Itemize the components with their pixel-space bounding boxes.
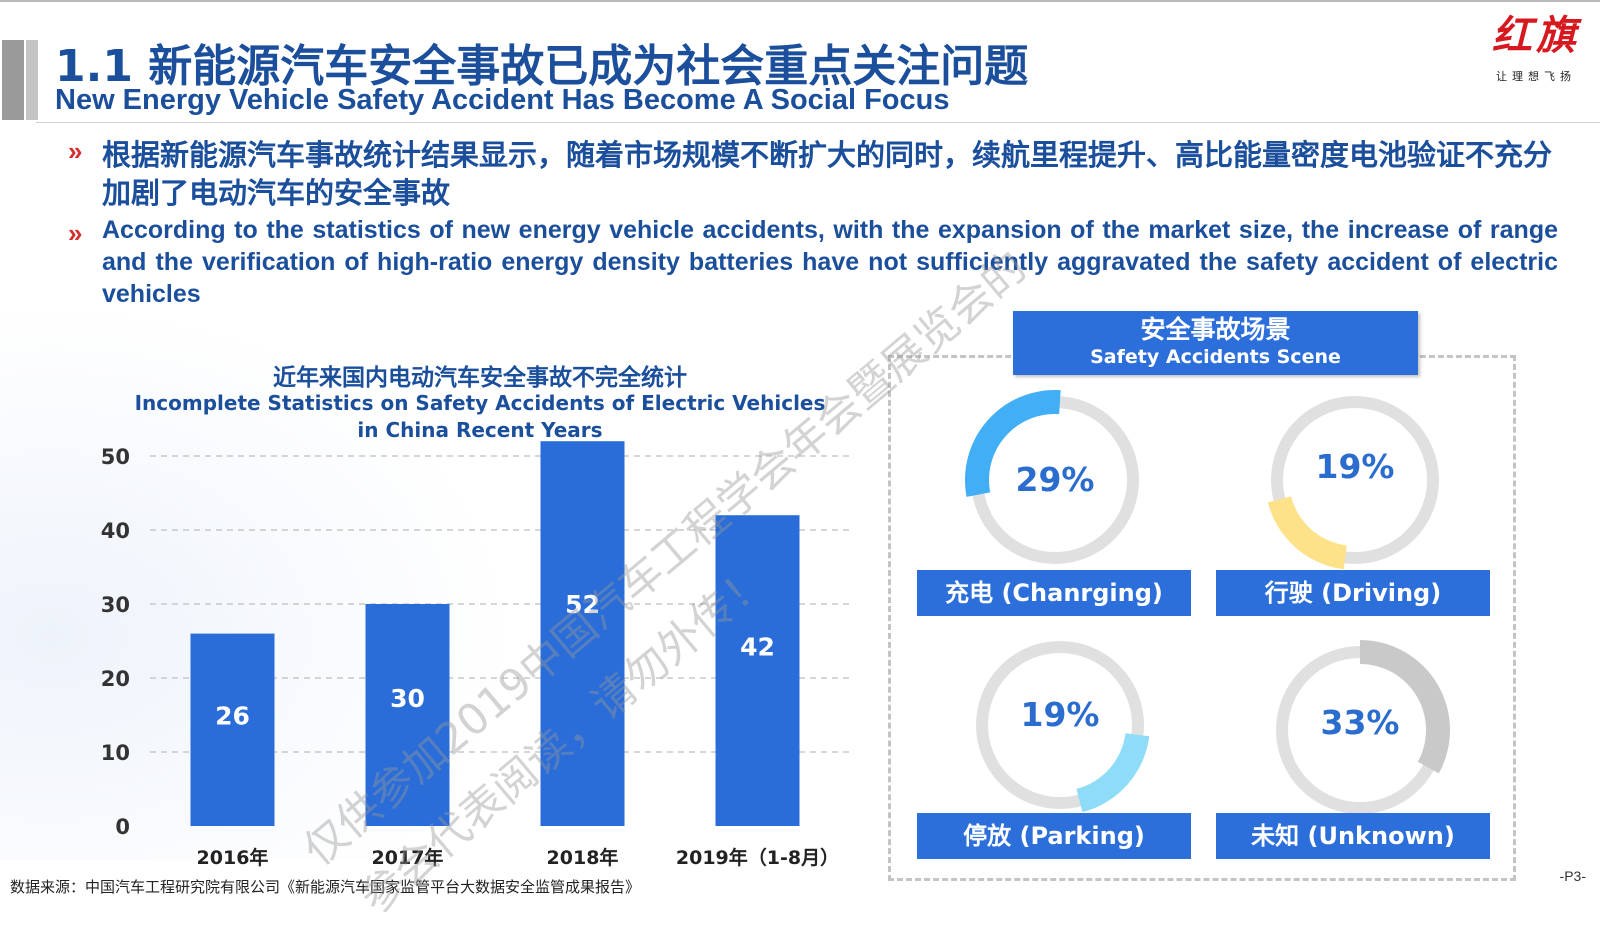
bar (715, 515, 800, 826)
y-tick-label: 20 (101, 667, 130, 691)
chart-title: 近年来国内电动汽车安全事故不完全统计 (273, 365, 687, 391)
bullet-en: » According to the statistics of new ene… (68, 214, 1558, 310)
top-border-line (0, 0, 1600, 2)
donut-percent: 33% (1320, 703, 1400, 742)
data-label: 52 (565, 590, 600, 619)
donut-unknown: 33% (1260, 630, 1460, 830)
y-tick-label: 10 (101, 741, 130, 765)
chart-subtitle: Incomplete Statistics on Safety Accident… (134, 391, 826, 442)
x-tick-label: 2016年 (197, 846, 269, 869)
data-label: 26 (215, 701, 250, 730)
donut-arc (1267, 496, 1347, 570)
donut-arc (1360, 640, 1450, 774)
donut-track (976, 641, 1144, 809)
bullet-en-text: According to the statistics of new energ… (102, 216, 1558, 308)
scene-title-cn: 安全事故场景 (1140, 315, 1291, 344)
y-tick-label: 50 (101, 445, 130, 469)
data-label: 42 (740, 633, 775, 662)
accent-bar-light (26, 40, 38, 120)
x-tick-label: 2019年（1-8月） (676, 846, 839, 869)
hongqi-logo: 红旗 让理想飞扬 (1478, 10, 1594, 84)
donut-parking: 19% (960, 625, 1160, 825)
donut-arc (1076, 733, 1150, 813)
bar (190, 633, 275, 826)
page-title-cn: 1.1 新能源汽车安全事故已成为社会重点关注问题 (55, 41, 1029, 92)
scene-header: 安全事故场景 Safety Accidents Scene (1013, 311, 1418, 375)
donut-ring (1267, 396, 1439, 570)
donut-percent: 19% (1020, 695, 1100, 734)
data-label: 30 (390, 684, 425, 713)
y-tick-label: 30 (101, 593, 130, 617)
scene-label-parking: 停放 (Parking) (917, 813, 1191, 859)
bar (365, 604, 450, 826)
page-number: -P3- (1559, 868, 1586, 884)
bullet-marker-icon: » (68, 218, 83, 248)
y-tick-label: 40 (101, 519, 130, 543)
accent-bar-dark (2, 40, 24, 120)
x-tick-label: 2017年 (372, 846, 444, 869)
donut-charging: 29% (955, 380, 1155, 580)
logo-slogan: 让理想飞扬 (1496, 70, 1576, 83)
y-tick-label: 0 (115, 815, 130, 839)
scene-label-unknown: 未知 (Unknown) (1216, 813, 1490, 859)
scene-label-charging: 充电 (Chanrging) (917, 570, 1191, 616)
logo-wordmark: 红旗 (1492, 12, 1580, 59)
donut-percent: 19% (1315, 447, 1395, 486)
data-source-note: 数据来源：中国汽车工程研究院有限公司《新能源汽车国家监管平台大数据安全监管成果报… (10, 878, 641, 896)
scene-label-driving: 行驶 (Driving) (1216, 570, 1490, 616)
header-divider (36, 122, 1600, 123)
donut-driving: 19% (1255, 380, 1455, 580)
donut-percent: 29% (1015, 460, 1095, 499)
scene-title-en: Safety Accidents Scene (1090, 346, 1341, 368)
donut-arc (965, 390, 1061, 497)
bullet-marker-icon: » (68, 136, 83, 166)
donut-ring (976, 641, 1150, 813)
donut-track (1271, 396, 1439, 564)
accident-bar-chart: 0 10 20 30 40 50 26 2016年 30 2017年 52 2018年 42 2019年（… (101, 441, 850, 869)
donut-ring (1276, 640, 1450, 814)
donut-ring (965, 390, 1139, 564)
page-title-en: New Energy Vehicle Safety Accident Has B… (55, 84, 950, 116)
bullet-cn: » 根据新能源汽车事故统计结果显示，随着市场规模不断扩大的同时，续航里程提升、高… (68, 136, 1558, 212)
bar (540, 441, 625, 826)
x-tick-label: 2018年 (547, 846, 619, 869)
bullet-cn-text: 根据新能源汽车事故统计结果显示，随着市场规模不断扩大的同时，续航里程提升、高比能… (102, 138, 1553, 210)
